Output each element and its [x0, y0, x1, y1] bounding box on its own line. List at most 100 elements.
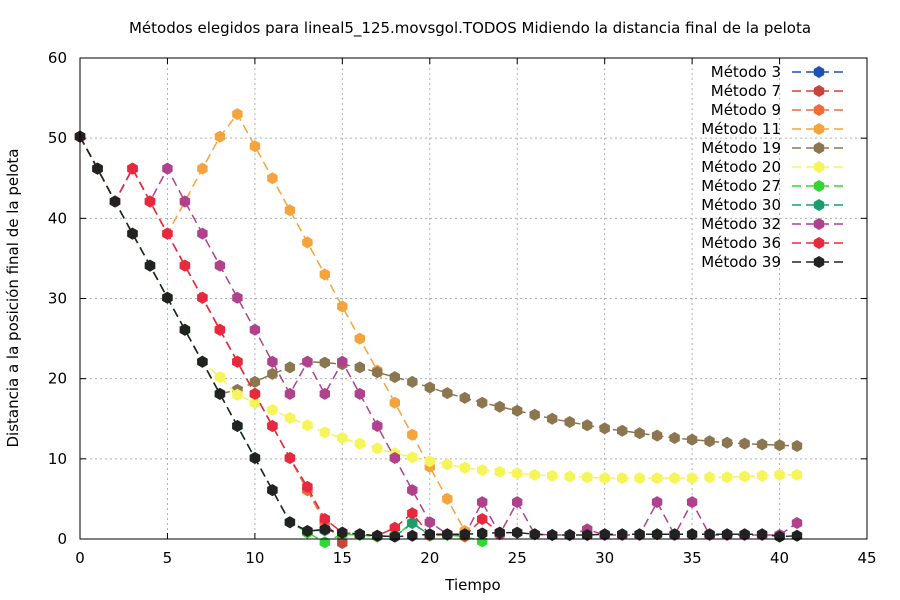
data-point [494, 400, 505, 413]
data-point [302, 525, 313, 537]
data-point [249, 396, 261, 409]
y-tick-label: 30 [48, 290, 67, 308]
data-point [721, 436, 733, 449]
data-point [651, 528, 663, 541]
data-point [669, 432, 680, 444]
y-tick-label: 10 [48, 450, 67, 468]
data-point [739, 470, 750, 483]
x-tick-label: 30 [595, 549, 614, 567]
data-point [267, 403, 278, 416]
data-point [284, 411, 296, 424]
legend-marker [813, 142, 825, 154]
data-point [651, 496, 663, 509]
data-point [686, 528, 698, 541]
data-point [372, 420, 383, 432]
data-point [407, 517, 418, 529]
data-point [337, 526, 348, 539]
data-point [529, 468, 540, 481]
series-line [79, 136, 501, 537]
data-point [179, 323, 191, 336]
data-point [599, 422, 610, 435]
data-point [127, 162, 138, 175]
data-point [739, 437, 750, 450]
legend-entry: Método 30 [701, 196, 846, 214]
data-point [319, 356, 330, 369]
legend-label: Método 36 [701, 234, 781, 252]
data-point [319, 536, 330, 549]
data-point [774, 530, 785, 543]
data-point [494, 526, 505, 539]
legend-label: Método 39 [701, 253, 781, 271]
y-tick-label: 20 [48, 370, 67, 388]
data-point [459, 461, 470, 474]
data-point [179, 259, 191, 272]
data-point [424, 528, 435, 541]
data-point [214, 259, 226, 272]
data-point [302, 355, 313, 368]
series-line [79, 136, 431, 538]
data-point [477, 464, 488, 477]
data-point [232, 420, 243, 432]
legend-entry: Método 36 [701, 234, 846, 252]
legend-label: Método 19 [701, 139, 781, 157]
legend-entry: Método 3 [711, 63, 846, 81]
data-point [162, 291, 173, 304]
data-point [197, 291, 208, 304]
data-point [547, 529, 558, 541]
data-point [634, 427, 645, 440]
data-point [337, 537, 348, 549]
y-axis-ticks: 0 10 20 30 40 50 60 [48, 49, 867, 548]
series-3 [74, 130, 330, 529]
series-layer [74, 108, 803, 549]
data-point [774, 439, 785, 452]
legend-marker [813, 199, 825, 211]
data-point [512, 404, 523, 417]
data-point [669, 528, 680, 541]
legend-label: Método 11 [701, 120, 781, 138]
data-point [547, 412, 558, 425]
data-point [197, 227, 208, 240]
data-point [302, 419, 313, 432]
data-point [354, 361, 365, 374]
data-point [459, 391, 470, 404]
data-point [564, 529, 575, 541]
data-point [669, 472, 680, 485]
data-point [389, 521, 400, 534]
data-point [704, 528, 715, 541]
data-point [756, 438, 768, 451]
data-point [529, 408, 540, 421]
data-point [477, 527, 488, 540]
legend-entry: Método 11 [701, 120, 846, 138]
data-point [442, 528, 453, 541]
data-point [232, 108, 243, 121]
data-point [337, 300, 348, 313]
legend-marker [813, 104, 825, 116]
data-point [319, 513, 330, 525]
x-tick-label: 10 [245, 549, 264, 567]
data-point [267, 367, 278, 380]
data-point [599, 472, 610, 485]
data-point [442, 458, 453, 471]
series-line [79, 136, 798, 447]
legend-label: Método 20 [701, 158, 781, 176]
x-tick-label: 0 [75, 549, 85, 567]
data-point [442, 492, 453, 505]
data-point [791, 529, 803, 542]
data-point [197, 355, 208, 368]
legend-marker [813, 123, 825, 135]
data-point [791, 468, 803, 481]
legend-label: Método 3 [711, 63, 781, 81]
data-point [337, 432, 348, 444]
legend-entry: Método 39 [701, 253, 846, 271]
data-point [477, 513, 488, 525]
data-point [214, 323, 226, 336]
data-point [389, 371, 400, 384]
data-point [232, 291, 243, 304]
series-line [79, 136, 797, 479]
data-point [512, 467, 523, 480]
data-point [109, 195, 121, 208]
legend-marker [813, 218, 825, 230]
data-point [319, 523, 330, 536]
